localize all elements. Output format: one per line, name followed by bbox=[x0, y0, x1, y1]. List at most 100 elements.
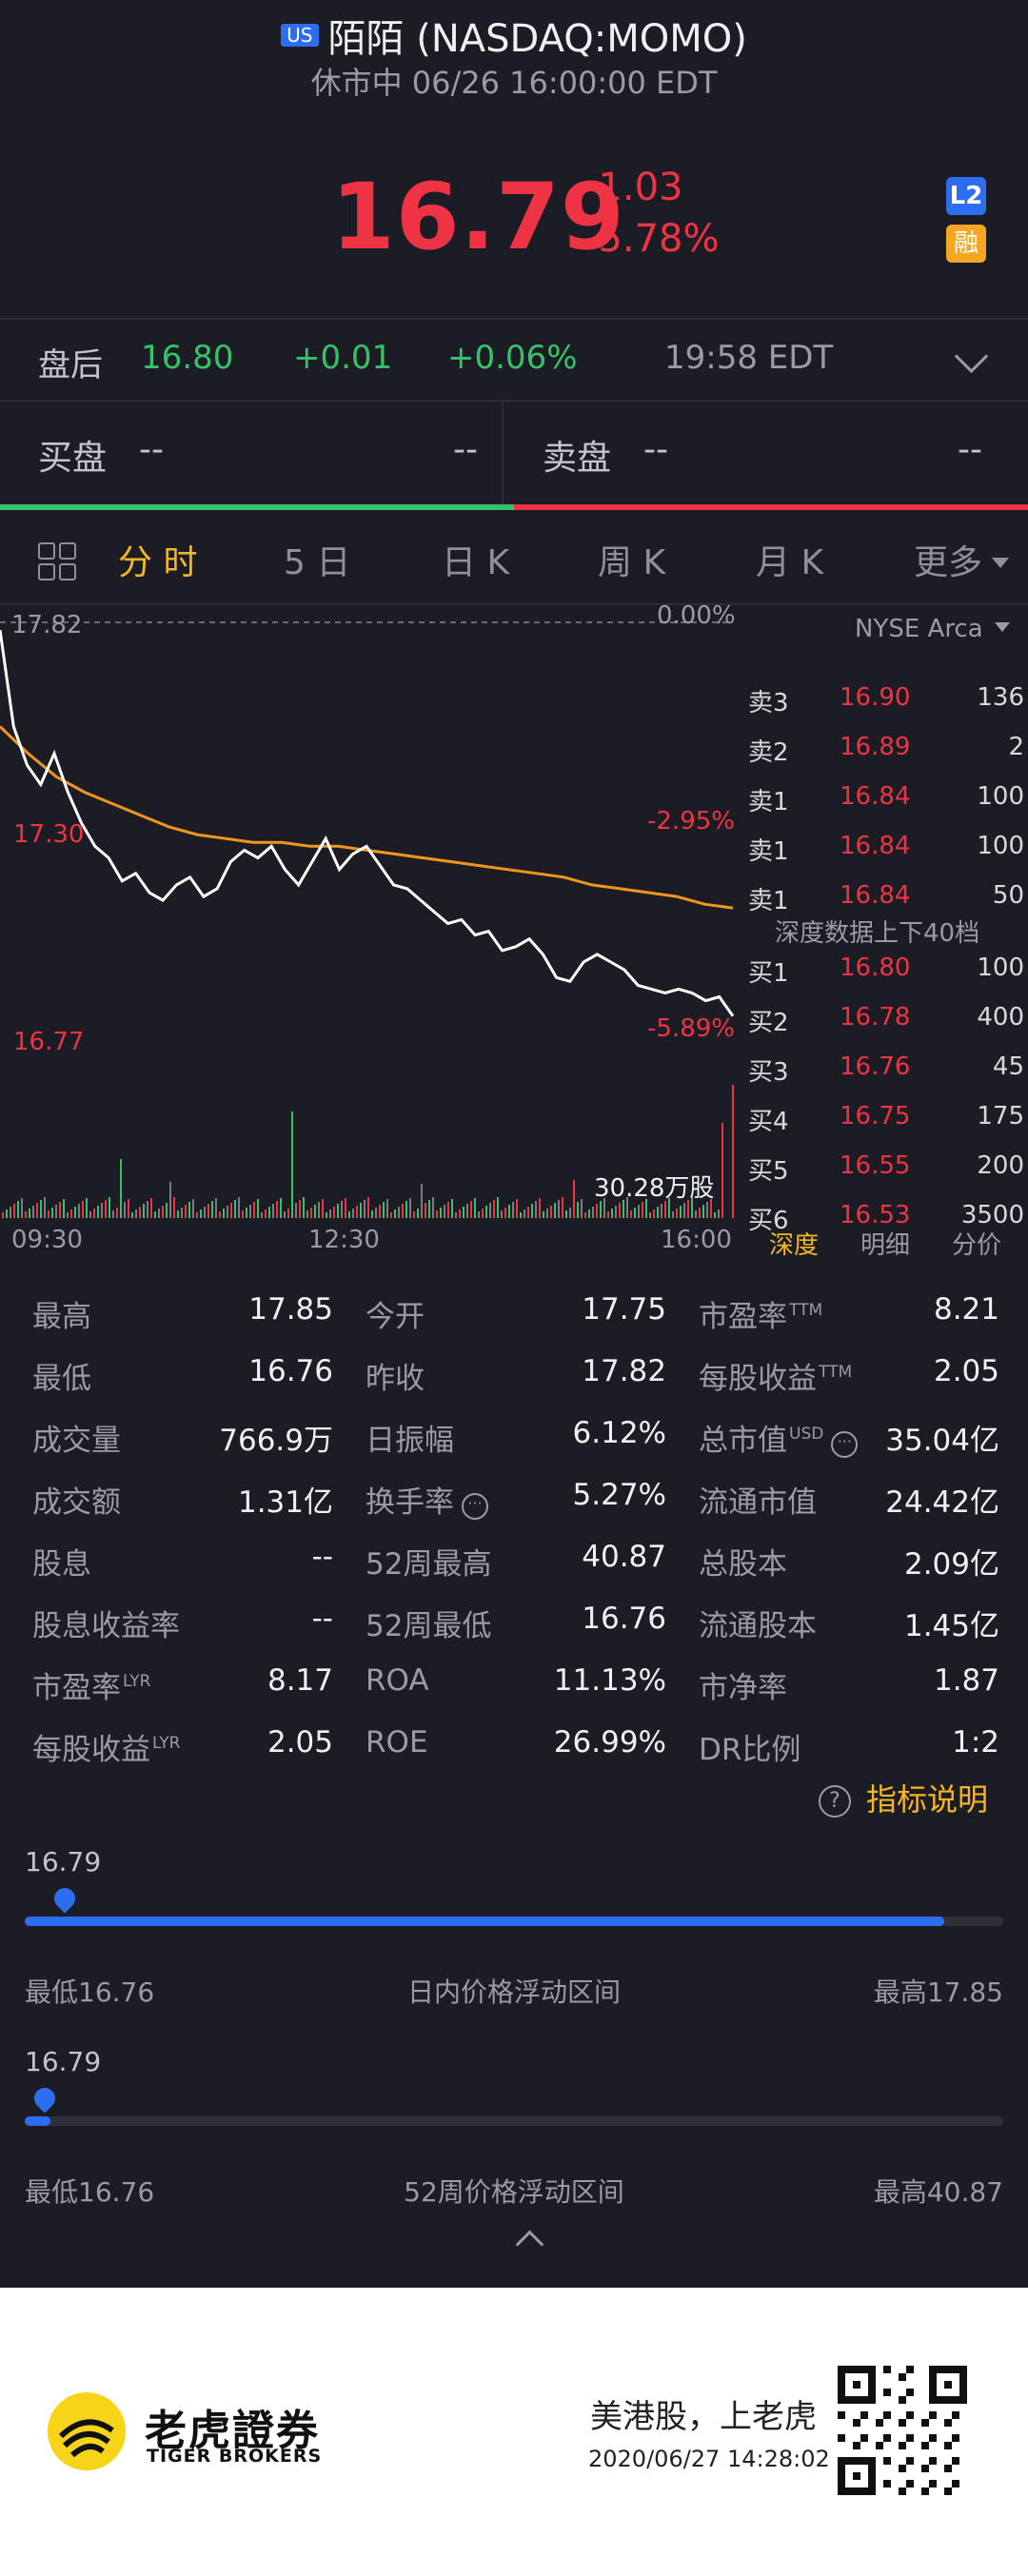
volume-bar bbox=[714, 1212, 716, 1218]
volume-bar bbox=[97, 1206, 99, 1218]
ask-volume: 100 bbox=[977, 782, 1024, 811]
indicator-help[interactable]: ? 指标说明 bbox=[819, 1776, 988, 1819]
ask-size: -- bbox=[958, 430, 982, 469]
bid-label: 买盘 bbox=[38, 439, 108, 478]
volume-bar bbox=[565, 1210, 567, 1218]
stat-label-text: DR比例 bbox=[699, 1733, 801, 1767]
stat-label-sup: USD bbox=[789, 1425, 824, 1444]
ask-row: 卖1 16.84 100 bbox=[748, 782, 1024, 832]
ask-row: 卖1 16.84 100 bbox=[748, 832, 1024, 881]
tab-weekly-k[interactable]: 周 K bbox=[598, 543, 666, 582]
exchange-name: NYSE Arca bbox=[855, 615, 983, 643]
volume-bar bbox=[607, 1211, 609, 1218]
stat-label-text: 52周最低 bbox=[366, 1609, 492, 1643]
market-status: 休市中 06/26 16:00:00 EDT bbox=[310, 65, 718, 101]
volume-bar bbox=[695, 1210, 697, 1218]
ask-level: 卖3 bbox=[748, 689, 789, 718]
tab-depth[interactable]: 深度 bbox=[769, 1231, 820, 1260]
tab-intraday[interactable]: 分 时 bbox=[118, 543, 198, 582]
volume-bar bbox=[588, 1209, 590, 1218]
stat-label-text: 市盈率 bbox=[32, 1671, 121, 1705]
tab-monthly-k[interactable]: 月 K bbox=[756, 543, 824, 582]
stat-value: 6.12% bbox=[572, 1416, 666, 1450]
volume-bar bbox=[112, 1210, 114, 1218]
stat-label-text: 总市值 bbox=[699, 1424, 787, 1458]
volume-bar bbox=[447, 1202, 449, 1218]
chevron-up-icon[interactable] bbox=[515, 2230, 544, 2259]
bid-volume: 100 bbox=[977, 954, 1024, 982]
tab-daily-k[interactable]: 日 K bbox=[442, 543, 510, 582]
intraday-chart[interactable] bbox=[0, 609, 742, 1218]
chevron-down-icon[interactable] bbox=[954, 339, 989, 374]
stock-name: 陌陌 (NASDAQ:MOMO) bbox=[327, 17, 747, 61]
tiger-logo-icon bbox=[48, 2392, 126, 2470]
exchange-selector[interactable]: NYSE Arca bbox=[855, 615, 1010, 643]
volume-bar bbox=[276, 1201, 278, 1218]
stat-value: -- bbox=[311, 1540, 333, 1574]
volume-bar bbox=[147, 1201, 148, 1218]
chart-low-pct: -5.89% bbox=[647, 1014, 735, 1043]
volume-bar bbox=[524, 1209, 525, 1218]
volume-bar bbox=[577, 1202, 579, 1218]
stat-label: 今开 bbox=[366, 1292, 425, 1335]
volume-bar bbox=[234, 1200, 236, 1218]
stat-value: 17.82 bbox=[582, 1354, 666, 1388]
level2-badge[interactable]: L2 bbox=[946, 177, 986, 215]
stat-value: 35.04亿 bbox=[885, 1424, 999, 1458]
price-change: -1.03 bbox=[584, 166, 683, 209]
more-info-icon[interactable]: ··· bbox=[462, 1493, 488, 1520]
volume-bar bbox=[417, 1209, 419, 1218]
stat-label: 市盈率 TTM bbox=[699, 1292, 822, 1335]
volume-bar bbox=[299, 1200, 301, 1218]
bid-row: 买5 16.55 200 bbox=[748, 1151, 1024, 1201]
volume-bar bbox=[139, 1207, 141, 1218]
after-hours-change-pct: +0.06% bbox=[447, 339, 578, 377]
stat-label-text: 流通市值 bbox=[699, 1485, 817, 1520]
stock-title: US 陌陌 (NASDAQ:MOMO) bbox=[0, 8, 1028, 63]
bid-price: 16.80 bbox=[840, 954, 911, 982]
volume-bar bbox=[367, 1197, 369, 1218]
tab-price-dist[interactable]: 分价 bbox=[952, 1231, 1002, 1260]
volume-bar bbox=[489, 1203, 491, 1218]
volume-bar bbox=[185, 1205, 187, 1218]
volume-bar bbox=[128, 1199, 129, 1218]
volume-bar bbox=[93, 1209, 95, 1218]
volume-bar bbox=[402, 1204, 404, 1218]
grid-icon[interactable] bbox=[38, 542, 76, 580]
after-hours-change: +0.01 bbox=[293, 339, 393, 377]
volume-bar bbox=[421, 1184, 423, 1218]
stat-label: 成交量 bbox=[32, 1416, 121, 1459]
volume-bar bbox=[558, 1200, 560, 1218]
volume-bar bbox=[70, 1209, 72, 1218]
volume-bar bbox=[501, 1210, 503, 1218]
volume-bar bbox=[550, 1206, 552, 1218]
volume-bar bbox=[722, 1123, 723, 1218]
tab-more[interactable]: 更多 bbox=[914, 535, 1010, 584]
ask-volume: 136 bbox=[977, 683, 1024, 712]
ask-value: -- bbox=[643, 430, 668, 469]
volume-bar bbox=[459, 1209, 461, 1218]
stat-label-text: 最低 bbox=[32, 1362, 91, 1396]
volume-bar bbox=[546, 1209, 548, 1218]
volume-bar bbox=[352, 1209, 354, 1218]
ask-row: 卖2 16.89 2 bbox=[748, 733, 1024, 782]
volume-bar bbox=[74, 1207, 76, 1218]
tab-trades[interactable]: 明细 bbox=[860, 1231, 911, 1260]
volume-bar bbox=[341, 1201, 343, 1218]
volume-bar bbox=[318, 1202, 320, 1218]
volume-bar bbox=[345, 1198, 346, 1218]
volume-bar bbox=[211, 1201, 213, 1218]
stat-value: 17.75 bbox=[582, 1292, 666, 1327]
volume-bar bbox=[562, 1197, 563, 1218]
stat-label: 市净率 bbox=[699, 1663, 787, 1706]
divider bbox=[0, 400, 1028, 402]
ask-label: 卖盘 bbox=[543, 439, 612, 478]
tab-5day[interactable]: 5 日 bbox=[284, 543, 351, 582]
more-info-icon[interactable]: ··· bbox=[831, 1431, 859, 1458]
divider bbox=[502, 400, 504, 504]
volume-bar bbox=[360, 1203, 362, 1218]
volume-bar bbox=[539, 1198, 541, 1218]
margin-badge[interactable]: 融 bbox=[946, 225, 986, 263]
volume-bar bbox=[333, 1207, 335, 1218]
volume-bar bbox=[706, 1202, 708, 1218]
